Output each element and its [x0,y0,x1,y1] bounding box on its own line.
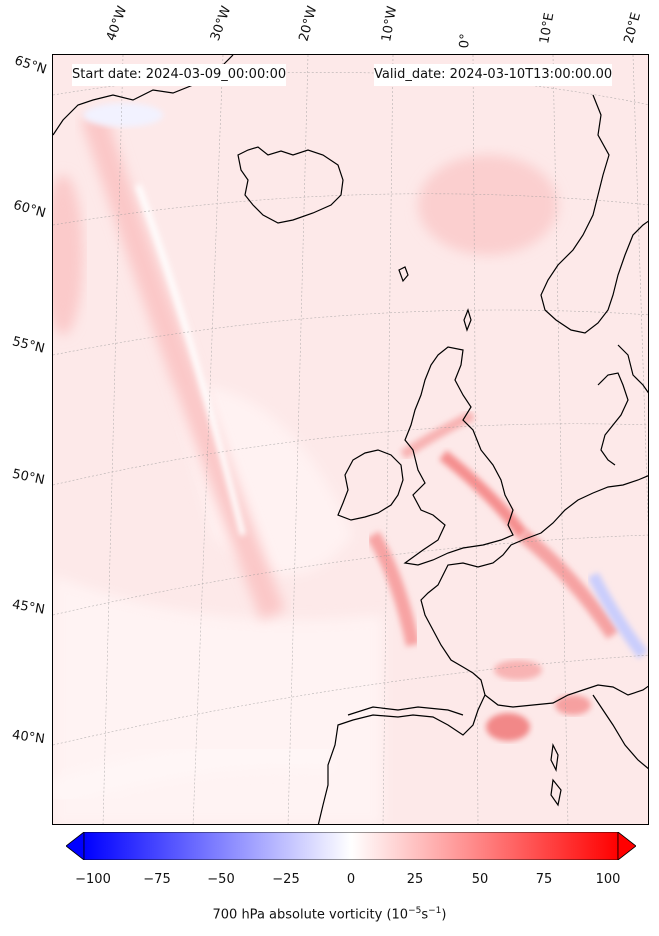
italy-coast [592,694,648,770]
lat-label-60n: 60°N [11,197,48,222]
colorbar-tick: 50 [471,872,489,887]
great-britain-coast [403,346,514,566]
shetland-coast [463,308,472,332]
colorbar [66,832,636,860]
colorbar-tick: 25 [406,872,424,887]
lon-label-20e: 20°E [621,10,645,46]
lat-label-45n: 45°N [10,597,46,618]
colorbar-tick: 100 [595,872,621,887]
lat-label-50n: 50°N [10,466,46,489]
colorbar-tick: −50 [207,872,235,887]
lon-label-30w: 30°W [207,4,235,43]
graticule [53,55,648,824]
colorbar-tick: 75 [535,872,553,887]
norway-coast [540,94,648,334]
mediterranean-coast [484,684,648,708]
colorbar-tick: 0 [346,872,356,887]
lat-label-55n: 55°N [10,334,47,357]
sweden-coast [617,344,648,394]
denmark-coast [597,372,629,466]
lon-label-20w: 20°W [296,4,321,43]
colorbar-min-extend [66,832,85,860]
valid-date-label: Valid_date: 2024-03-10T13:00:00.00 [374,64,613,86]
lon-label-0: 0° [457,32,474,49]
iberia-coast [347,706,464,716]
continent-coast [317,475,648,824]
lat-label-65n: 65°N [12,53,49,78]
faroe-coast [398,266,409,283]
start-date-label: Start date: 2024-03-09_00:00:00 [72,64,287,86]
coastlines [53,55,648,824]
corsica-coast [550,742,559,773]
colorbar-max-extend [617,832,636,860]
iceland-coast [237,146,344,224]
lon-label-40w: 40°W [103,4,131,43]
colorbar-tick: −25 [272,872,300,887]
vorticity-map [53,55,648,824]
ireland-coast [337,449,404,521]
colorbar-tick: −100 [75,872,111,887]
sardinia-coast [550,778,562,807]
lat-label-40n: 40°N [11,727,46,748]
colorbar-label: 700 hPa absolute vorticity (10−5s−1) [212,906,447,923]
lon-label-10e: 10°E [537,11,558,45]
colorbar-tick: −75 [143,872,171,887]
vorticity-field [53,55,648,824]
lon-label-10w: 10°W [379,5,401,44]
colorbar-bar [83,832,619,860]
map-panel [52,54,649,825]
